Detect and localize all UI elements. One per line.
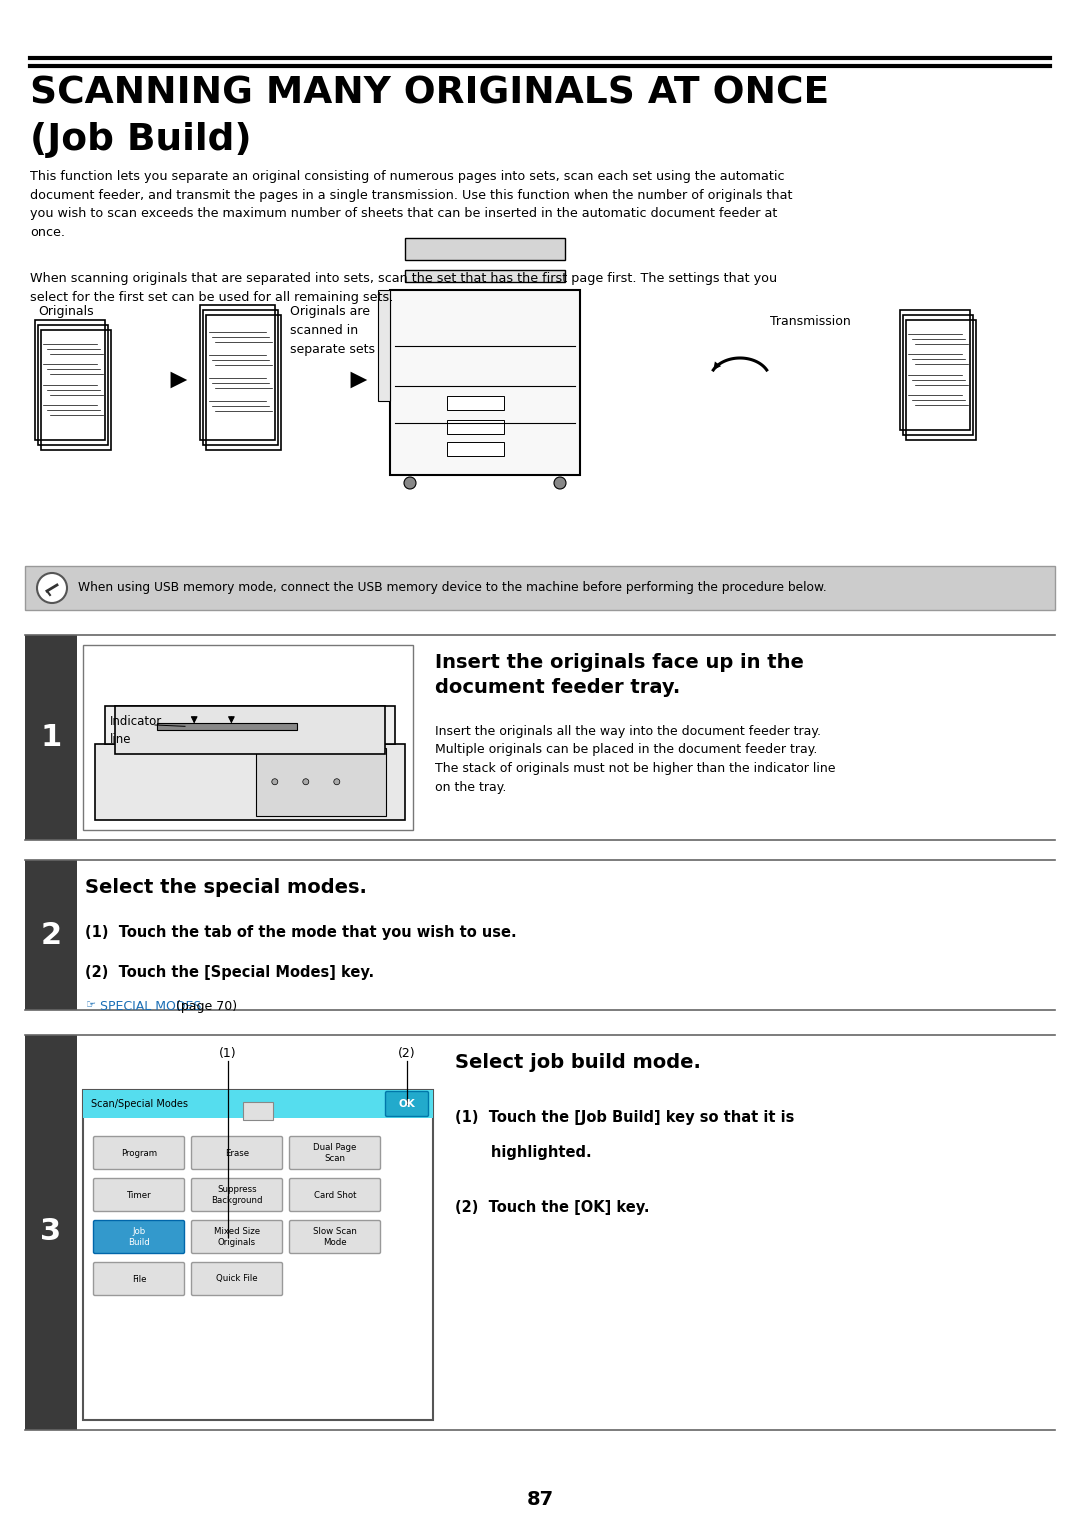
FancyBboxPatch shape (94, 1221, 185, 1253)
Text: Insert the originals face up in the
document feeder tray.: Insert the originals face up in the docu… (435, 652, 804, 697)
FancyBboxPatch shape (289, 1137, 380, 1169)
Bar (390, 290, 580, 475)
Bar (25, 565, 1055, 610)
Bar (25, 860, 77, 1010)
Text: Program: Program (121, 1149, 157, 1158)
Text: When using USB memory mode, connect the USB memory device to the machine before : When using USB memory mode, connect the … (78, 582, 827, 594)
Text: (page 70): (page 70) (172, 999, 237, 1013)
Text: When scanning originals that are separated into sets, scan the set that has the : When scanning originals that are separat… (30, 272, 778, 304)
Bar (378, 290, 390, 400)
Text: (Job Build): (Job Build) (30, 122, 252, 157)
Text: Timer: Timer (126, 1190, 151, 1199)
Text: Select the special modes.: Select the special modes. (85, 879, 367, 897)
Text: Scan/Special Modes: Scan/Special Modes (91, 1099, 188, 1109)
Text: Dual Page
Scan: Dual Page Scan (313, 1143, 356, 1163)
FancyBboxPatch shape (191, 1137, 283, 1169)
Text: ☞: ☞ (86, 999, 96, 1010)
Text: SCANNING MANY ORIGINALS AT ONCE: SCANNING MANY ORIGINALS AT ONCE (30, 75, 829, 112)
Circle shape (334, 779, 340, 785)
Text: Select job build mode.: Select job build mode. (455, 1053, 701, 1073)
FancyBboxPatch shape (191, 1178, 283, 1212)
Circle shape (302, 779, 309, 785)
Bar (83, 1089, 433, 1420)
Text: Indicator
line: Indicator line (110, 715, 162, 746)
Circle shape (404, 477, 416, 489)
Text: Card Shot: Card Shot (314, 1190, 356, 1199)
Circle shape (37, 573, 67, 604)
FancyBboxPatch shape (289, 1221, 380, 1253)
Text: Transmission: Transmission (770, 315, 851, 329)
Text: Originals are
scanned in
separate sets: Originals are scanned in separate sets (291, 306, 375, 356)
Text: (1): (1) (219, 1047, 237, 1060)
Text: (2): (2) (399, 1047, 416, 1060)
Text: highlighted.: highlighted. (455, 1144, 592, 1160)
Bar (447, 442, 504, 455)
Text: 1: 1 (40, 723, 62, 752)
Text: Job
Build: Job Build (129, 1227, 150, 1247)
Text: Quick File: Quick File (216, 1274, 258, 1284)
Bar (95, 744, 405, 821)
Text: OK: OK (399, 1099, 416, 1109)
Text: Slow Scan
Mode: Slow Scan Mode (313, 1227, 356, 1247)
Text: 2: 2 (40, 920, 62, 949)
Bar (114, 706, 384, 753)
FancyBboxPatch shape (191, 1221, 283, 1253)
Text: (2)  Touch the [OK] key.: (2) Touch the [OK] key. (455, 1199, 649, 1215)
Text: (1)  Touch the tab of the mode that you wish to use.: (1) Touch the tab of the mode that you w… (85, 924, 516, 940)
Bar (105, 706, 395, 744)
Bar (447, 396, 504, 410)
FancyBboxPatch shape (191, 1262, 283, 1296)
Bar (405, 238, 565, 260)
FancyBboxPatch shape (289, 1178, 380, 1212)
Text: This function lets you separate an original consisting of numerous pages into se: This function lets you separate an origi… (30, 170, 793, 238)
Bar (83, 645, 413, 830)
Text: SPECIAL MODES: SPECIAL MODES (100, 999, 201, 1013)
FancyBboxPatch shape (94, 1262, 185, 1296)
FancyBboxPatch shape (94, 1178, 185, 1212)
Bar (83, 1089, 433, 1118)
Text: (1)  Touch the [Job Build] key so that it is: (1) Touch the [Job Build] key so that it… (455, 1109, 795, 1125)
Circle shape (272, 779, 278, 785)
Bar (447, 420, 504, 434)
Text: Suppress
Background: Suppress Background (212, 1186, 262, 1204)
Bar (243, 1102, 273, 1120)
Text: File: File (132, 1274, 146, 1284)
Bar (256, 747, 387, 816)
Text: 3: 3 (40, 1218, 62, 1247)
FancyBboxPatch shape (94, 1137, 185, 1169)
Bar (157, 723, 297, 730)
Text: Erase: Erase (225, 1149, 249, 1158)
Text: 87: 87 (526, 1490, 554, 1510)
Circle shape (554, 477, 566, 489)
Bar (405, 270, 565, 283)
Bar (25, 636, 77, 840)
Bar (25, 1034, 77, 1430)
Text: Mixed Size
Originals: Mixed Size Originals (214, 1227, 260, 1247)
Text: (2)  Touch the [Special Modes] key.: (2) Touch the [Special Modes] key. (85, 966, 374, 979)
Text: Insert the originals all the way into the document feeder tray.
Multiple origina: Insert the originals all the way into th… (435, 724, 836, 793)
FancyBboxPatch shape (386, 1091, 429, 1117)
Text: Originals: Originals (38, 306, 94, 318)
